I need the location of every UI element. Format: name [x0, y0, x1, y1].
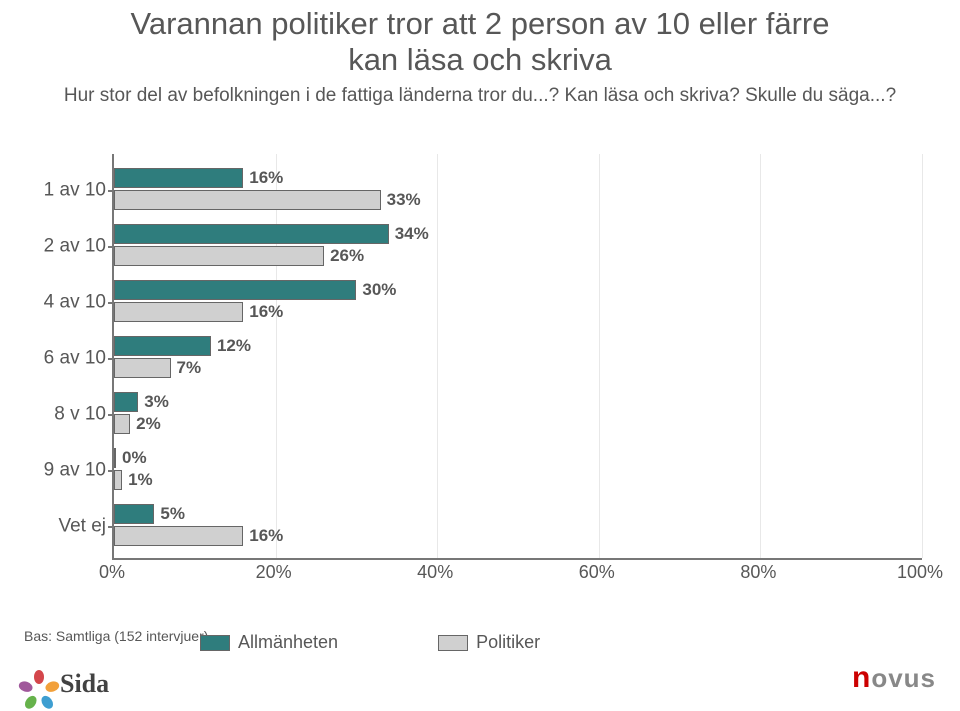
- page-title: Varannan politiker tror att 2 person av …: [0, 0, 960, 77]
- bar-value-label: 7%: [177, 358, 202, 378]
- category-label: 4 av 10: [24, 293, 106, 312]
- bar: [114, 392, 138, 412]
- sida-logo-text: Sida: [60, 669, 109, 699]
- novus-logo: novus: [852, 661, 936, 695]
- category-labels: 1 av 10 2 av 10 4 av 10 6 av 10 8 v 10 9 av 1…: [24, 154, 112, 558]
- bar-value-label: 16%: [249, 168, 283, 188]
- x-tick-label: 60%: [579, 562, 615, 583]
- y-tick: [108, 246, 114, 248]
- sida-petal: [44, 680, 60, 694]
- x-tick-label: 0%: [99, 562, 125, 583]
- legend-label: Politiker: [476, 632, 540, 653]
- legend-item: Allmänheten: [200, 632, 338, 653]
- bar-value-label: 26%: [330, 246, 364, 266]
- bar-chart: 0%20%40%60%80%100% 1 av 102 av 104 av 10…: [24, 154, 936, 594]
- novus-rest: ovus: [871, 663, 936, 693]
- x-tick-label: 80%: [740, 562, 776, 583]
- bar-value-label: 1%: [128, 470, 153, 490]
- bar: [114, 246, 324, 266]
- gridline: [922, 154, 923, 558]
- bar-value-label: 16%: [249, 302, 283, 322]
- legend-swatch: [200, 635, 230, 651]
- category-label: Vet ej: [24, 517, 106, 536]
- bar-value-label: 0%: [122, 448, 147, 468]
- y-tick: [108, 190, 114, 192]
- y-tick: [108, 302, 114, 304]
- category-label: 8 v 10: [24, 405, 106, 424]
- y-tick: [108, 526, 114, 528]
- bar: [114, 504, 154, 524]
- sida-petal: [34, 670, 44, 684]
- bar: [114, 448, 116, 468]
- sida-flower-icon: [24, 669, 54, 699]
- legend-swatch: [438, 635, 468, 651]
- bar: [114, 224, 389, 244]
- bar-value-label: 5%: [160, 504, 185, 524]
- bar-value-label: 16%: [249, 526, 283, 546]
- x-tick-label: 100%: [897, 562, 943, 583]
- x-tick-label: 20%: [256, 562, 292, 583]
- category-label: 1 av 10: [24, 181, 106, 200]
- bar-value-label: 12%: [217, 336, 251, 356]
- bar-value-label: 34%: [395, 224, 429, 244]
- bar: [114, 526, 243, 546]
- bar: [114, 302, 243, 322]
- novus-n: n: [852, 661, 871, 694]
- legend-item: Politiker: [438, 632, 540, 653]
- bar: [114, 190, 381, 210]
- sida-petal: [39, 694, 55, 711]
- bar: [114, 358, 171, 378]
- legend-label: Allmänheten: [238, 632, 338, 653]
- bar: [114, 414, 130, 434]
- category-label: 6 av 10: [24, 349, 106, 368]
- bar-value-label: 33%: [387, 190, 421, 210]
- y-tick: [108, 470, 114, 472]
- bar-value-label: 2%: [136, 414, 161, 434]
- x-tick-label: 40%: [417, 562, 453, 583]
- bar-value-label: 3%: [144, 392, 169, 412]
- bar: [114, 336, 211, 356]
- title-line-2: kan läsa och skriva: [348, 42, 612, 77]
- sida-logo: Sida: [24, 669, 109, 699]
- category-label: 9 av 10: [24, 461, 106, 480]
- base-text: Bas: Samtliga (152 intervjuer): [24, 628, 208, 644]
- y-tick: [108, 358, 114, 360]
- title-line-1: Varannan politiker tror att 2 person av …: [130, 6, 829, 41]
- bar: [114, 470, 122, 490]
- x-tick-labels: 0%20%40%60%80%100%: [112, 562, 920, 586]
- bar-value-label: 30%: [362, 280, 396, 300]
- page-subtitle: Hur stor del av befolkningen i de fattig…: [0, 77, 960, 107]
- bars-layer: 16% 33% 34% 26% 30% 16% 12% 7% 3%2% 0%1% 5% 16%: [114, 154, 920, 558]
- y-tick: [108, 414, 114, 416]
- sida-petal: [23, 694, 39, 711]
- legend: Allmänheten Politiker: [200, 632, 760, 656]
- bar: [114, 168, 243, 188]
- bar: [114, 280, 356, 300]
- sida-petal: [17, 680, 33, 694]
- category-label: 2 av 10: [24, 237, 106, 256]
